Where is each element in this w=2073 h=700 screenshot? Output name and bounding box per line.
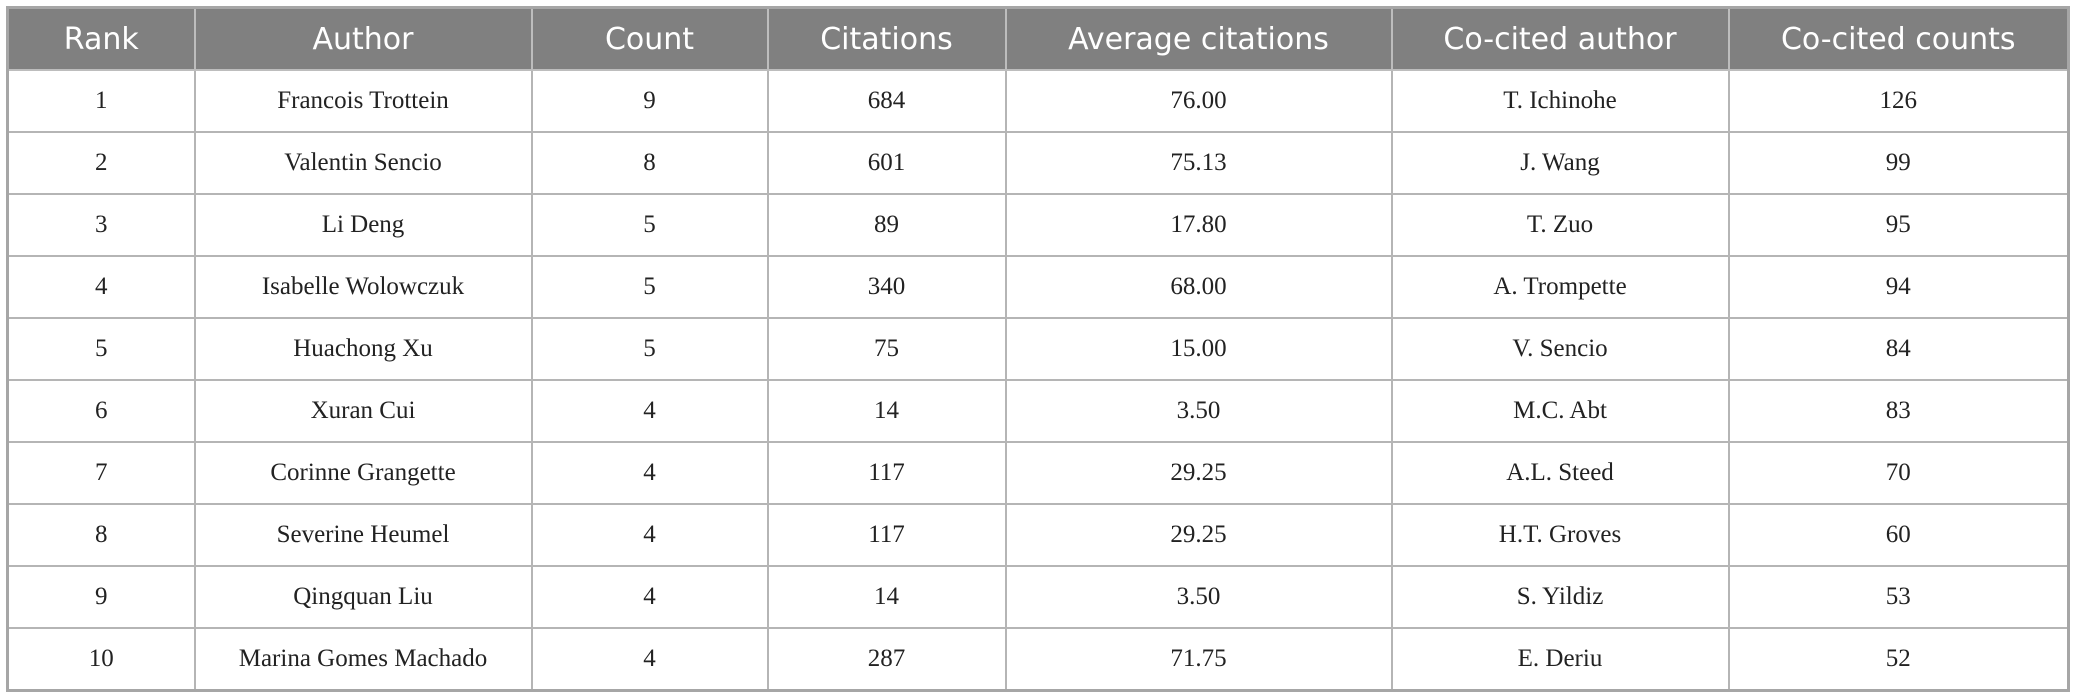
table-cell: Qingquan Liu [193,565,533,629]
header-cell: Co-cited author [1390,6,1730,71]
table-cell: 70 [1727,441,2070,505]
table-cell: 71.75 [1004,627,1393,692]
table-cell: 9 [6,565,196,629]
table-cell: 340 [766,255,1007,319]
table-cell: 17.80 [1004,193,1393,257]
table-cell: 601 [766,131,1007,195]
table-row: 8 Severine Heumel 4 117 29.25 H.T. Groves 60 [6,503,2070,567]
table-cell: 5 [530,255,769,319]
table-cell: A. Trompette [1390,255,1730,319]
table-cell: Severine Heumel [193,503,533,567]
table-cell: 99 [1727,131,2070,195]
table-cell: T. Zuo [1390,193,1730,257]
table-cell: 8 [530,131,769,195]
table-cell: Huachong Xu [193,317,533,381]
table-row: 6 Xuran Cui 4 14 3.50 M.C. Abt 83 [6,379,2070,443]
table-cell: Corinne Grangette [193,441,533,505]
table-cell: 76.00 [1004,69,1393,133]
table-row: 9 Qingquan Liu 4 14 3.50 S. Yildiz 53 [6,565,2070,629]
table-cell: 126 [1727,69,2070,133]
table-cell: Isabelle Wolowczuk [193,255,533,319]
table-cell: 7 [6,441,196,505]
table-cell: 84 [1727,317,2070,381]
table-row: 7 Corinne Grangette 4 117 29.25 A.L. Steed 70 [6,441,2070,505]
table-row: 10 Marina Gomes Machado 4 287 71.75 E. Deriu 5… [6,627,2070,692]
table-cell: S. Yildiz [1390,565,1730,629]
table-cell: H.T. Groves [1390,503,1730,567]
table-cell: 29.25 [1004,441,1393,505]
table-row: 1 Francois Trottein 9 684 76.00 T. Ichinohe 12… [6,69,2070,133]
table-cell: Li Deng [193,193,533,257]
table-cell: 4 [530,441,769,505]
table-cell: 3.50 [1004,565,1393,629]
table-cell: 75 [766,317,1007,381]
table-row: 2 Valentin Sencio 8 601 75.13 J. Wang 99 [6,131,2070,195]
header-cell: Rank [6,6,196,71]
data-table: Rank Author Count Citations Average citation… [6,6,2070,692]
table-cell: 5 [530,317,769,381]
table-row: 4 Isabelle Wolowczuk 5 340 68.00 A. Trompette… [6,255,2070,319]
table-cell: 95 [1727,193,2070,257]
header-cell: Count [530,6,769,71]
table-cell: 287 [766,627,1007,692]
table-cell: E. Deriu [1390,627,1730,692]
table-cell: A.L. Steed [1390,441,1730,505]
table-cell: 9 [530,69,769,133]
table-cell: 6 [6,379,196,443]
table-cell: 4 [530,379,769,443]
table-cell: 53 [1727,565,2070,629]
table-cell: 68.00 [1004,255,1393,319]
table-row: 5 Huachong Xu 5 75 15.00 V. Sencio 84 [6,317,2070,381]
table-cell: 60 [1727,503,2070,567]
table-cell: 94 [1727,255,2070,319]
table-cell: 1 [6,69,196,133]
table-cell: 75.13 [1004,131,1393,195]
table-cell: 29.25 [1004,503,1393,567]
header-cell: Author [193,6,533,71]
table-cell: Valentin Sencio [193,131,533,195]
table-cell: 3 [6,193,196,257]
table-cell: 5 [6,317,196,381]
table-cell: 52 [1727,627,2070,692]
table-cell: 5 [530,193,769,257]
header-row: Rank Author Count Citations Average citation… [6,6,2070,71]
header-cell: Co-cited counts [1727,6,2070,71]
table-cell: 83 [1727,379,2070,443]
table-cell: 14 [766,565,1007,629]
table-cell: M.C. Abt [1390,379,1730,443]
table-cell: Xuran Cui [193,379,533,443]
table-row: 3 Li Deng 5 89 17.80 T. Zuo 95 [6,193,2070,257]
table-cell: 117 [766,441,1007,505]
table-cell: 4 [6,255,196,319]
table-cell: 14 [766,379,1007,443]
table-cell: 4 [530,503,769,567]
table-cell: 2 [6,131,196,195]
table-cell: J. Wang [1390,131,1730,195]
table-cell: 684 [766,69,1007,133]
header-cell: Average citations [1004,6,1393,71]
table-cell: 117 [766,503,1007,567]
table-cell: Francois Trottein [193,69,533,133]
table-cell: Marina Gomes Machado [193,627,533,692]
table-cell: 10 [6,627,196,692]
table-cell: V. Sencio [1390,317,1730,381]
header-cell: Citations [766,6,1007,71]
table-cell: T. Ichinohe [1390,69,1730,133]
table-cell: 89 [766,193,1007,257]
table-cell: 8 [6,503,196,567]
table-body: 1 Francois Trottein 9 684 76.00 T. Ichinohe 12… [6,69,2070,692]
table-cell: 3.50 [1004,379,1393,443]
table-cell: 15.00 [1004,317,1393,381]
table-cell: 4 [530,565,769,629]
table-cell: 4 [530,627,769,692]
